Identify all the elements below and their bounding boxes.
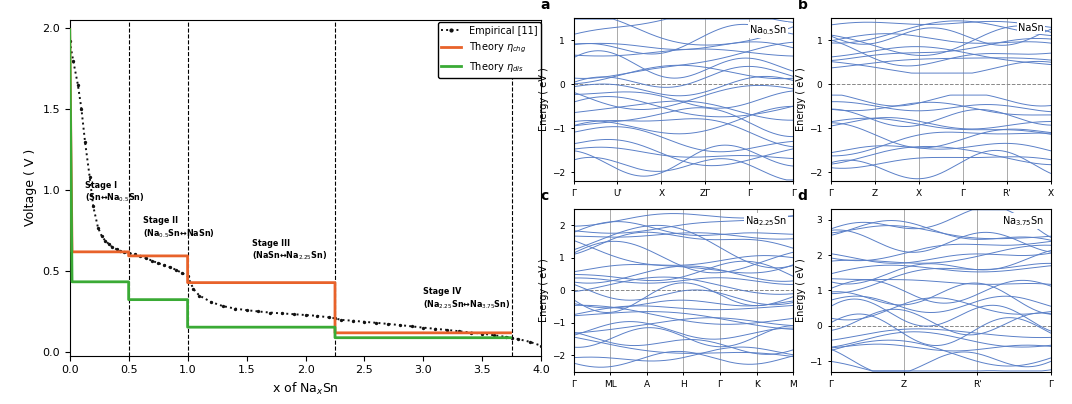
Text: Na$_{2.25}$Sn: Na$_{2.25}$Sn [745, 214, 787, 228]
Text: Na$_{3.75}$Sn: Na$_{3.75}$Sn [1002, 214, 1044, 228]
Text: NaSn: NaSn [1018, 23, 1044, 33]
Text: Stage II
(Na$_{0.5}$Sn↔NaSn): Stage II (Na$_{0.5}$Sn↔NaSn) [143, 216, 214, 240]
Text: Stage I
(Sn↔Na$_{0.5}$Sn): Stage I (Sn↔Na$_{0.5}$Sn) [85, 181, 145, 204]
X-axis label: x of Na$_x$Sn: x of Na$_x$Sn [272, 381, 339, 397]
Text: Stage IV
(Na$_{2.25}$Sn↔Na$_{3.75}$Sn): Stage IV (Na$_{2.25}$Sn↔Na$_{3.75}$Sn) [423, 288, 511, 311]
Y-axis label: Voltage ( V ): Voltage ( V ) [24, 149, 36, 227]
Y-axis label: Energy ( eV ): Energy ( eV ) [539, 259, 549, 322]
Text: Stage III
(NaSn↔Na$_{2.25}$Sn): Stage III (NaSn↔Na$_{2.25}$Sn) [253, 239, 327, 262]
Legend: Empirical [11], Theory $\eta_{chg}$, Theory $\eta_{dis}$: Empirical [11], Theory $\eta_{chg}$, The… [437, 22, 541, 78]
Text: a: a [540, 0, 550, 12]
Y-axis label: Energy ( eV ): Energy ( eV ) [796, 67, 806, 131]
Text: b: b [798, 0, 807, 12]
Text: d: d [798, 189, 807, 202]
Y-axis label: Energy ( eV ): Energy ( eV ) [539, 67, 549, 131]
Text: c: c [540, 189, 549, 202]
Text: Na$_{0.5}$Sn: Na$_{0.5}$Sn [748, 23, 787, 37]
Y-axis label: Energy ( eV ): Energy ( eV ) [796, 259, 806, 322]
